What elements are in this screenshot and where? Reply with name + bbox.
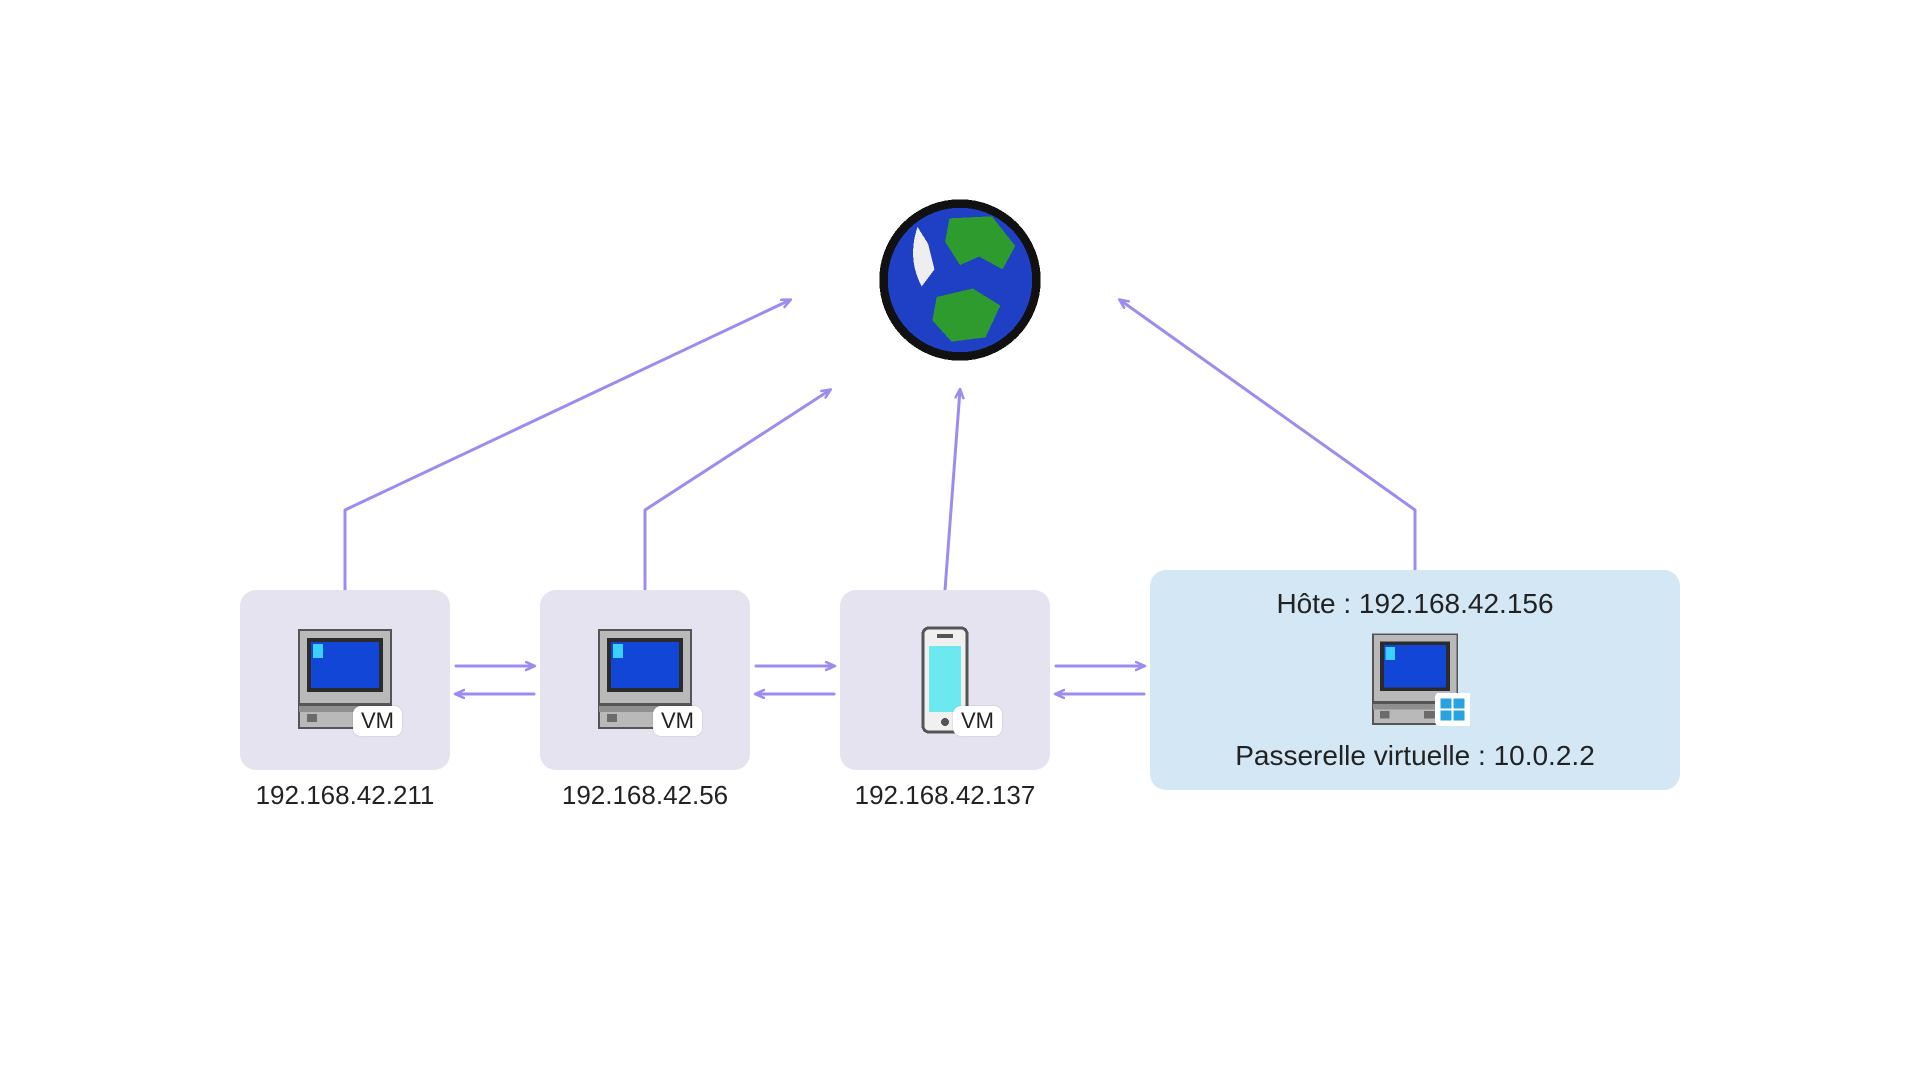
globe-icon — [875, 195, 1045, 365]
vm-node-1: VM — [240, 590, 450, 770]
vm-badge: VM — [953, 706, 1002, 736]
vm-node-3: VM — [840, 590, 1050, 770]
vm1-ip-label: 192.168.42.211 — [225, 780, 465, 811]
arrows-layer — [0, 0, 1920, 1080]
vm2-ip-label: 192.168.42.56 — [525, 780, 765, 811]
diagram-canvas: { "diagram": { "type": "network", "backg… — [0, 0, 1920, 1080]
vm-node-2: VM — [540, 590, 750, 770]
computer-icon — [1360, 625, 1470, 735]
vm-badge: VM — [653, 706, 702, 736]
vm-badge: VM — [353, 706, 402, 736]
host-node: Hôte : 192.168.42.156 Passerelle virtuel… — [1150, 570, 1680, 790]
vm3-ip-label: 192.168.42.137 — [825, 780, 1065, 811]
host-top-label: Hôte : 192.168.42.156 — [1276, 587, 1553, 621]
host-bottom-label: Passerelle virtuelle : 10.0.2.2 — [1235, 739, 1595, 773]
